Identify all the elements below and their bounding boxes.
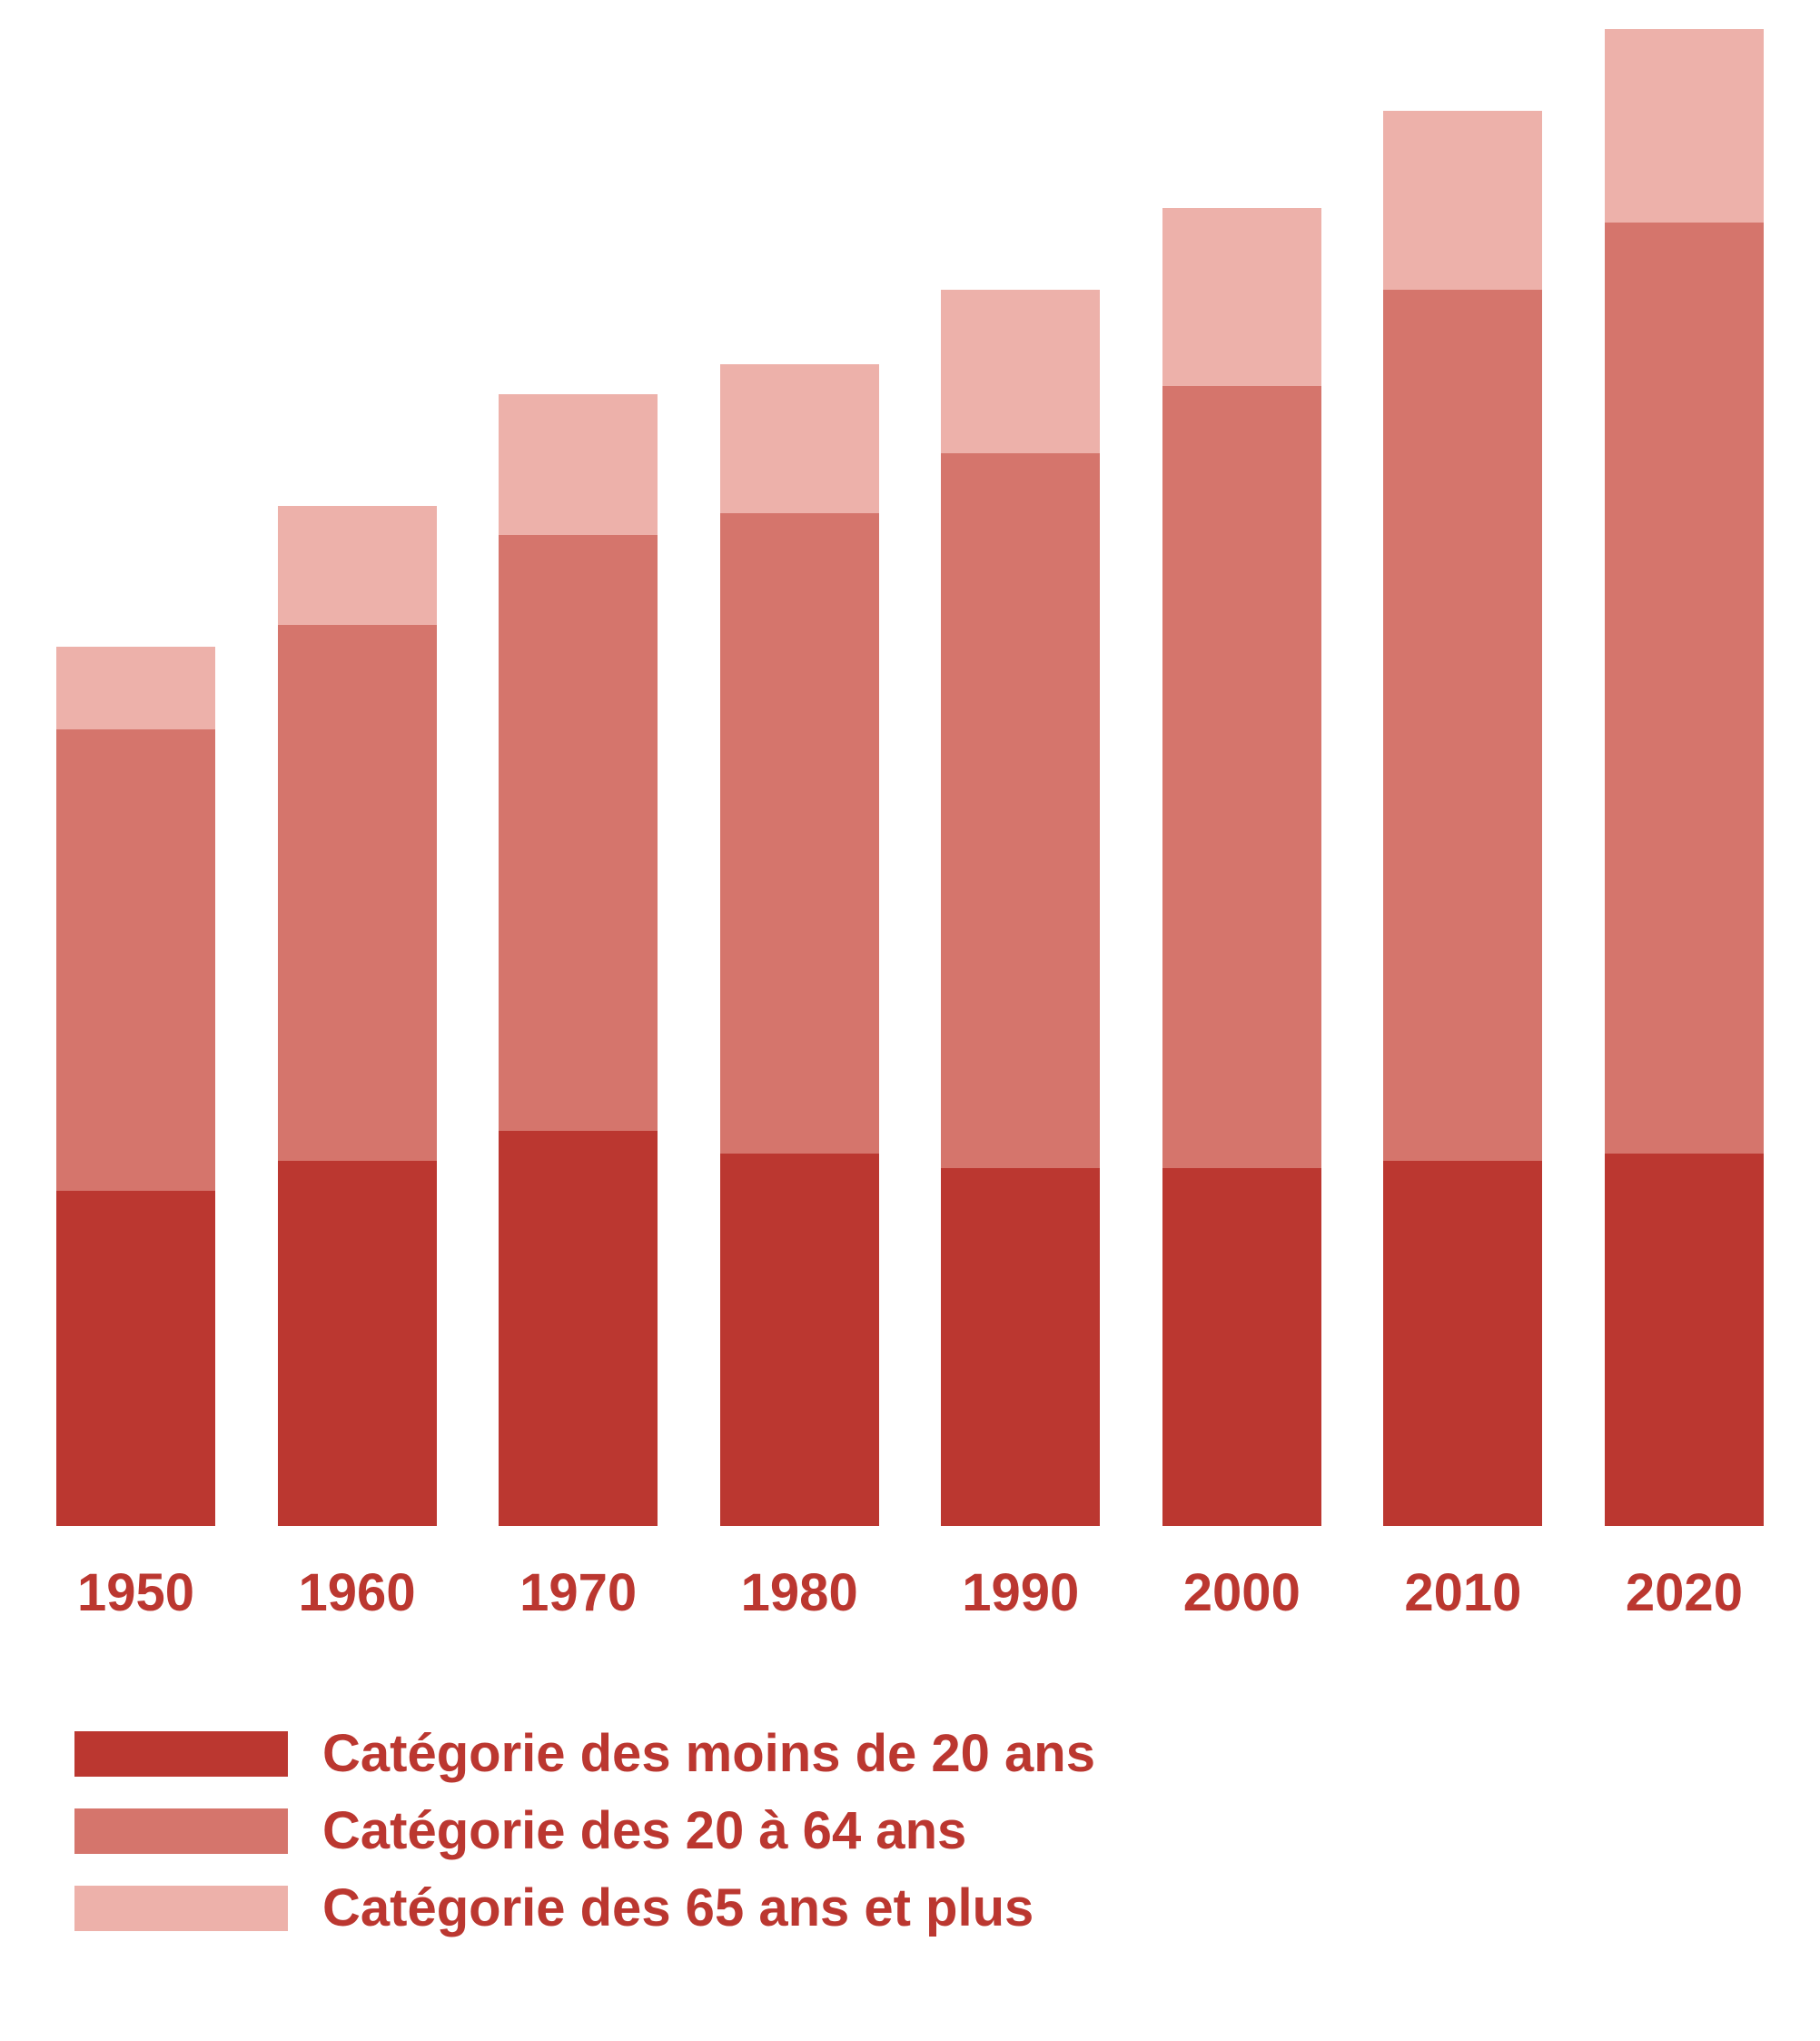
- segment-mid: [941, 453, 1100, 1168]
- x-label: 1980: [720, 1562, 879, 1623]
- segment-under20: [720, 1154, 879, 1526]
- segment-mid: [1605, 223, 1764, 1154]
- segment-over65: [720, 364, 879, 513]
- bar-1950: [56, 647, 215, 1526]
- segment-under20: [1383, 1161, 1542, 1526]
- x-axis-labels: 1950 1960 1970 1980 1990 2000 2010 2020: [56, 1562, 1764, 1623]
- segment-over65: [941, 290, 1100, 453]
- bar-1980: [720, 364, 879, 1526]
- segment-under20: [1162, 1168, 1321, 1526]
- legend-swatch: [74, 1808, 288, 1854]
- x-label: 1990: [941, 1562, 1100, 1623]
- segment-under20: [941, 1168, 1100, 1526]
- x-label: 2020: [1605, 1562, 1764, 1623]
- x-label: 2000: [1162, 1562, 1321, 1623]
- bar-1990: [941, 290, 1100, 1526]
- x-label: 1950: [56, 1562, 215, 1623]
- segment-over65: [1605, 29, 1764, 223]
- legend-item-under20: Catégorie des moins de 20 ans: [74, 1723, 1764, 1784]
- legend-label: Catégorie des 65 ans et plus: [322, 1878, 1034, 1938]
- chart-legend: Catégorie des moins de 20 ans Catégorie d…: [56, 1723, 1764, 1938]
- segment-under20: [278, 1161, 437, 1526]
- x-label: 1970: [499, 1562, 658, 1623]
- segment-over65: [499, 394, 658, 536]
- segment-mid: [278, 625, 437, 1161]
- segment-over65: [56, 647, 215, 728]
- bar-2010: [1383, 111, 1542, 1526]
- segment-mid: [56, 729, 215, 1191]
- legend-swatch: [74, 1731, 288, 1777]
- legend-item-mid: Catégorie des 20 à 64 ans: [74, 1800, 1764, 1861]
- segment-under20: [499, 1131, 658, 1526]
- segment-under20: [56, 1191, 215, 1526]
- segment-over65: [1383, 111, 1542, 290]
- legend-item-over65: Catégorie des 65 ans et plus: [74, 1878, 1764, 1938]
- bar-1960: [278, 506, 437, 1526]
- legend-label: Catégorie des 20 à 64 ans: [322, 1800, 966, 1861]
- segment-under20: [1605, 1154, 1764, 1526]
- segment-over65: [1162, 208, 1321, 387]
- bar-2020: [1605, 29, 1764, 1526]
- bar-1970: [499, 394, 658, 1526]
- segment-over65: [278, 506, 437, 625]
- legend-label: Catégorie des moins de 20 ans: [322, 1723, 1095, 1784]
- x-label: 2010: [1383, 1562, 1542, 1623]
- stacked-bar-chart: [56, 36, 1764, 1526]
- segment-mid: [720, 513, 879, 1154]
- segment-mid: [1383, 290, 1542, 1161]
- x-label: 1960: [278, 1562, 437, 1623]
- legend-swatch: [74, 1886, 288, 1931]
- segment-mid: [1162, 386, 1321, 1168]
- bar-2000: [1162, 208, 1321, 1526]
- segment-mid: [499, 535, 658, 1131]
